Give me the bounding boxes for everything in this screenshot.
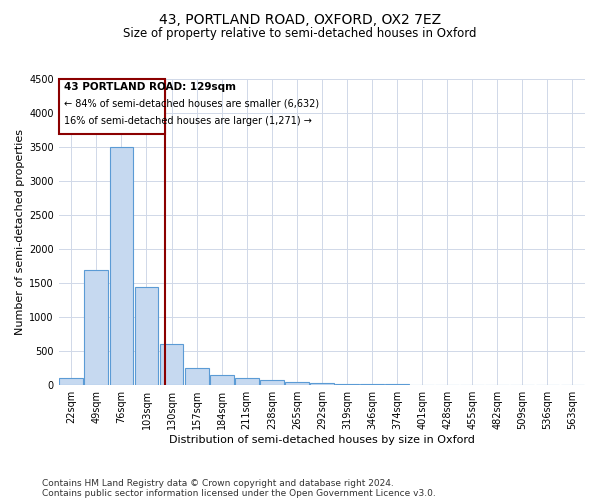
Bar (410, 384, 434, 385)
Bar (185, 368, 209, 385)
Bar (59, 79, 164, 134)
Bar (160, 344, 184, 385)
Bar (260, 380, 284, 385)
Bar (59, 378, 83, 385)
Bar (310, 383, 334, 385)
Text: Contains public sector information licensed under the Open Government Licence v3: Contains public sector information licen… (42, 488, 436, 498)
Bar (385, 384, 409, 385)
X-axis label: Distribution of semi-detached houses by size in Oxford: Distribution of semi-detached houses by … (169, 435, 475, 445)
Bar (134, 286, 158, 385)
Y-axis label: Number of semi-detached properties: Number of semi-detached properties (15, 129, 25, 335)
Text: Contains HM Land Registry data © Crown copyright and database right 2024.: Contains HM Land Registry data © Crown c… (42, 478, 394, 488)
Text: 43, PORTLAND ROAD, OXFORD, OX2 7EZ: 43, PORTLAND ROAD, OXFORD, OX2 7EZ (159, 12, 441, 26)
Text: Size of property relative to semi-detached houses in Oxford: Size of property relative to semi-detach… (123, 28, 477, 40)
Bar (235, 378, 259, 385)
Bar (285, 382, 309, 385)
Text: 16% of semi-detached houses are larger (1,271) →: 16% of semi-detached houses are larger (… (64, 116, 312, 126)
Text: ← 84% of semi-detached houses are smaller (6,632): ← 84% of semi-detached houses are smalle… (64, 99, 319, 109)
Bar (85, 270, 108, 385)
Bar (110, 147, 133, 385)
Text: 43 PORTLAND ROAD: 129sqm: 43 PORTLAND ROAD: 129sqm (64, 82, 236, 92)
Bar (360, 384, 384, 385)
Bar (435, 384, 459, 385)
Bar (210, 375, 233, 385)
Bar (335, 384, 359, 385)
